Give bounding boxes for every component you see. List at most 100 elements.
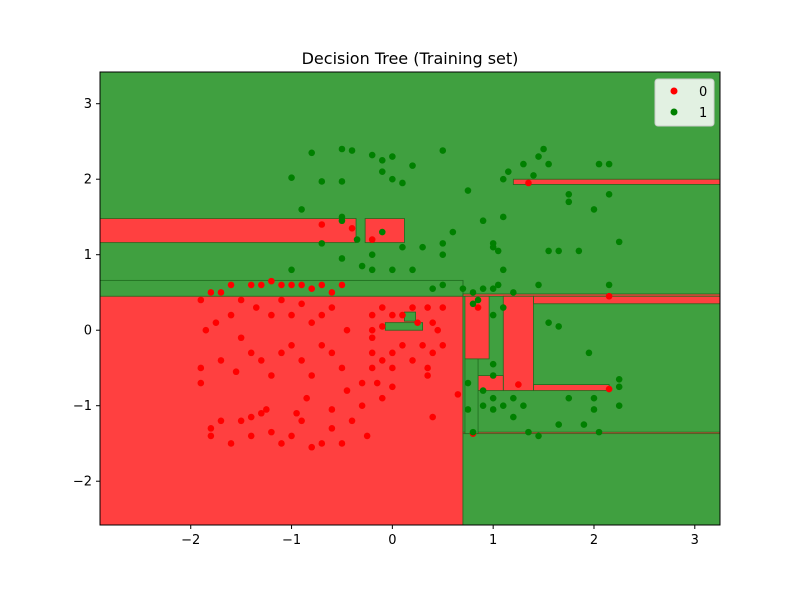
scatter-point-class-1 bbox=[368, 151, 376, 159]
scatter-point-class-0 bbox=[237, 417, 245, 425]
scatter-point-class-1 bbox=[479, 285, 487, 292]
scatter-point-class-1 bbox=[308, 149, 316, 157]
decision-region-class-1 bbox=[404, 311, 416, 322]
legend: 0 1 bbox=[654, 78, 715, 127]
scatter-point-class-0 bbox=[278, 296, 285, 304]
scatter-point-class-0 bbox=[368, 364, 376, 372]
scatter-point-class-1 bbox=[545, 160, 552, 168]
scatter-point-class-1 bbox=[378, 228, 386, 236]
scatter-point-class-0 bbox=[227, 281, 235, 289]
scatter-point-class-1 bbox=[605, 191, 613, 198]
scatter-point-class-0 bbox=[318, 440, 326, 447]
scatter-point-class-0 bbox=[389, 383, 396, 391]
scatter-point-class-0 bbox=[197, 364, 205, 372]
scatter-point-class-1 bbox=[439, 240, 447, 247]
scatter-point-class-1 bbox=[298, 206, 305, 213]
scatter-point-class-1 bbox=[489, 240, 497, 247]
scatter-point-class-1 bbox=[409, 266, 416, 274]
scatter-point-class-1 bbox=[318, 178, 326, 185]
scatter-point-class-1 bbox=[535, 432, 542, 440]
scatter-point-class-0 bbox=[298, 300, 305, 308]
scatter-point-class-1 bbox=[555, 323, 562, 330]
scatter-point-class-0 bbox=[338, 364, 346, 372]
y-tick-label: 3 bbox=[84, 97, 92, 112]
scatter-point-class-0 bbox=[197, 296, 205, 304]
scatter-point-class-0 bbox=[343, 326, 351, 334]
scatter-point-class-0 bbox=[268, 311, 275, 319]
scatter-point-class-0 bbox=[429, 319, 436, 326]
x-tick-label: −2 bbox=[181, 533, 200, 548]
scatter-point-class-0 bbox=[268, 277, 275, 285]
scatter-point-class-0 bbox=[348, 417, 356, 425]
scatter-point-class-0 bbox=[328, 406, 336, 413]
legend-marker-class-1 bbox=[670, 108, 678, 116]
scatter-point-class-0 bbox=[308, 443, 316, 451]
scatter-point-class-1 bbox=[338, 217, 346, 225]
scatter-point-class-0 bbox=[227, 440, 235, 447]
scatter-point-class-0 bbox=[247, 413, 255, 421]
scatter-point-class-1 bbox=[378, 157, 386, 164]
scatter-point-class-0 bbox=[207, 425, 215, 432]
scatter-point-class-1 bbox=[555, 421, 562, 428]
scatter-point-class-0 bbox=[424, 364, 431, 372]
scatter-point-class-0 bbox=[318, 342, 326, 349]
scatter-point-class-0 bbox=[298, 357, 305, 364]
scatter-point-class-1 bbox=[540, 145, 547, 153]
scatter-point-class-0 bbox=[318, 221, 326, 228]
scatter-point-class-1 bbox=[510, 413, 517, 421]
scatter-point-class-0 bbox=[328, 349, 336, 357]
scatter-point-class-0 bbox=[409, 357, 416, 364]
scatter-point-class-1 bbox=[469, 289, 477, 296]
scatter-point-class-0 bbox=[378, 323, 386, 330]
legend-box bbox=[654, 78, 715, 127]
scatter-point-class-0 bbox=[419, 342, 426, 349]
scatter-point-class-1 bbox=[389, 175, 396, 183]
scatter-point-class-0 bbox=[328, 304, 336, 311]
scatter-point-class-0 bbox=[258, 357, 265, 364]
scatter-point-class-1 bbox=[474, 296, 482, 304]
scatter-point-class-0 bbox=[293, 409, 300, 417]
scatter-point-class-0 bbox=[328, 289, 336, 296]
scatter-point-class-0 bbox=[368, 326, 376, 334]
scatter-point-class-0 bbox=[308, 319, 316, 326]
scatter-point-class-1 bbox=[368, 266, 376, 274]
scatter-point-class-0 bbox=[424, 304, 431, 311]
scatter-point-class-1 bbox=[409, 162, 416, 169]
scatter-point-class-0 bbox=[373, 379, 381, 387]
scatter-point-class-1 bbox=[479, 402, 487, 410]
scatter-point-class-0 bbox=[605, 292, 613, 300]
scatter-point-class-1 bbox=[615, 402, 623, 410]
scatter-point-class-0 bbox=[247, 281, 255, 289]
decision-region-class-1 bbox=[464, 358, 479, 435]
scatter-point-class-1 bbox=[419, 243, 426, 251]
scatter-point-class-0 bbox=[389, 311, 396, 319]
y-tick-label: 2 bbox=[84, 173, 92, 188]
scatter-point-class-1 bbox=[565, 394, 573, 402]
scatter-point-class-0 bbox=[298, 281, 305, 289]
scatter-point-class-1 bbox=[499, 304, 507, 311]
scatter-point-class-1 bbox=[338, 178, 346, 185]
scatter-point-class-0 bbox=[278, 349, 285, 357]
scatter-point-class-1 bbox=[530, 172, 537, 179]
scatter-point-class-0 bbox=[288, 432, 295, 440]
scatter-point-class-1 bbox=[615, 375, 623, 383]
scatter-point-class-0 bbox=[424, 372, 431, 379]
scatter-point-class-0 bbox=[288, 311, 295, 319]
scatter-point-class-1 bbox=[389, 153, 396, 160]
scatter-point-class-1 bbox=[368, 251, 376, 259]
scatter-point-class-0 bbox=[227, 311, 235, 319]
scatter-point-class-1 bbox=[535, 153, 542, 160]
scatter-point-class-1 bbox=[288, 266, 295, 274]
scatter-point-class-0 bbox=[429, 413, 436, 421]
scatter-point-class-0 bbox=[378, 357, 386, 364]
scatter-point-class-1 bbox=[459, 285, 467, 292]
scatter-point-class-1 bbox=[504, 168, 512, 175]
scatter-point-class-1 bbox=[464, 379, 472, 387]
scatter-point-class-1 bbox=[499, 175, 507, 183]
scatter-point-class-1 bbox=[489, 372, 497, 379]
legend-label-class-0: 0 bbox=[699, 85, 707, 100]
chart-title: Decision Tree (Training set) bbox=[302, 49, 519, 68]
legend-label-class-1: 1 bbox=[699, 106, 707, 121]
scatter-point-class-1 bbox=[469, 300, 477, 308]
scatter-point-class-1 bbox=[494, 281, 502, 289]
